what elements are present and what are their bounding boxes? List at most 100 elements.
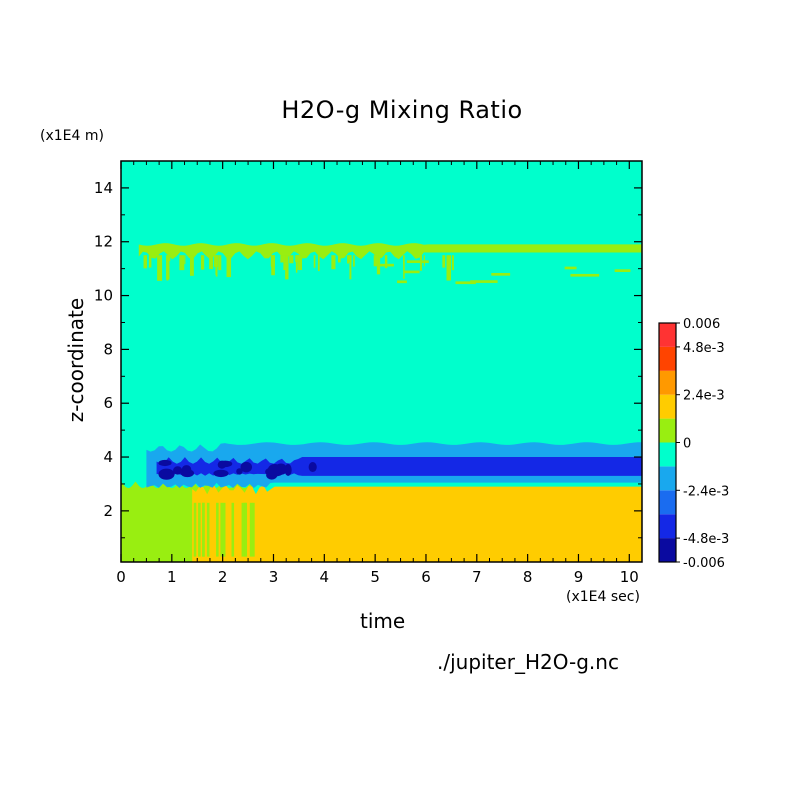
upper-band-drip bbox=[451, 255, 454, 271]
dark-blue-spot bbox=[158, 468, 175, 480]
y-tick-label: 14 bbox=[94, 179, 113, 197]
x-tick-label: 5 bbox=[370, 568, 380, 586]
upper-band-drip bbox=[347, 255, 349, 264]
y-tick-label: 2 bbox=[103, 502, 113, 520]
x-axis-unit: (x1E4 sec) bbox=[566, 589, 640, 605]
y-axis-label: z-coordinate bbox=[64, 297, 88, 423]
y-tick-label: 10 bbox=[94, 287, 113, 305]
x-tick-label: 1 bbox=[167, 568, 177, 586]
upper-band-drip bbox=[297, 255, 302, 271]
upper-band-drip bbox=[190, 255, 194, 276]
dark-blue-spot bbox=[181, 465, 192, 474]
dark-blue-spot bbox=[213, 469, 229, 478]
x-tick-label: 9 bbox=[574, 568, 584, 586]
colorbar-tick-label: -0.006 bbox=[683, 556, 725, 571]
colorbar-swatch bbox=[659, 323, 676, 347]
colorbar-tick-label: 4.8e-3 bbox=[683, 341, 725, 356]
green-streak bbox=[241, 502, 245, 557]
upper-band-drip bbox=[213, 255, 219, 267]
upper-band-drip bbox=[184, 255, 186, 265]
upper-band-streak bbox=[614, 269, 631, 273]
upper-band-streak bbox=[564, 266, 577, 270]
upper-positive-band bbox=[138, 243, 642, 260]
colorbar-swatch bbox=[659, 514, 676, 539]
upper-band-streak bbox=[406, 260, 429, 264]
x-tick-label: 8 bbox=[523, 568, 533, 586]
source-file-label: ./jupiter_H2O-g.nc bbox=[437, 650, 619, 674]
colorbar-swatch bbox=[659, 538, 676, 562]
y-tick-label: 12 bbox=[94, 233, 113, 251]
upper-band-drip bbox=[313, 255, 316, 268]
colorbar-swatch bbox=[659, 346, 676, 371]
upper-band-drip bbox=[143, 255, 147, 269]
y-axis-unit: (x1E4 m) bbox=[40, 128, 104, 144]
x-tick-label: 10 bbox=[620, 568, 639, 586]
green-streak bbox=[252, 502, 255, 557]
upper-band-drip bbox=[353, 255, 355, 267]
green-streak bbox=[198, 502, 201, 557]
chart-title: H2O-g Mixing Ratio bbox=[281, 96, 523, 124]
upper-band-streak bbox=[470, 280, 498, 283]
colorbar-tick-label: 0.006 bbox=[683, 317, 720, 332]
green-streak bbox=[193, 502, 197, 557]
upper-band-streak bbox=[397, 280, 407, 284]
dark-blue-spot bbox=[173, 466, 183, 475]
lower-orange-layer bbox=[192, 485, 642, 562]
y-axis: 2 4 6 8 10 12 14 bbox=[94, 179, 642, 539]
green-streak bbox=[216, 502, 219, 557]
green-streak bbox=[231, 502, 235, 557]
colorbar-swatch bbox=[659, 442, 676, 467]
colorbar-tick-label: -2.4e-3 bbox=[683, 484, 729, 499]
upper-band-drip bbox=[384, 255, 388, 269]
upper-band-drip bbox=[285, 255, 289, 280]
green-streak bbox=[202, 502, 205, 557]
upper-band-streak bbox=[491, 272, 511, 276]
upper-band-drip bbox=[271, 255, 275, 276]
upper-band-drip bbox=[283, 255, 286, 271]
x-tick-label: 2 bbox=[218, 568, 228, 586]
upper-band-drip bbox=[349, 255, 352, 280]
upper-band-drip bbox=[179, 255, 185, 271]
upper-band-drip bbox=[157, 255, 163, 281]
upper-band-streak bbox=[377, 263, 394, 267]
upper-band-streak bbox=[403, 270, 420, 274]
upper-band-drip bbox=[218, 255, 222, 271]
upper-band-drip bbox=[148, 255, 152, 268]
dark-blue-spot bbox=[158, 459, 172, 467]
green-streak bbox=[244, 502, 248, 557]
colorbar-swatch bbox=[659, 394, 676, 419]
colorbar-swatch bbox=[659, 490, 676, 515]
upper-band-drip bbox=[209, 255, 213, 270]
colorbar-swatch bbox=[659, 466, 676, 491]
y-tick-label: 6 bbox=[103, 394, 113, 412]
colorbar-tick-label: 0 bbox=[683, 437, 691, 452]
colorbar-tick-label: 2.4e-3 bbox=[683, 389, 725, 404]
upper-band-drip bbox=[442, 255, 446, 268]
upper-band-drip bbox=[295, 255, 298, 262]
green-streak bbox=[220, 502, 223, 557]
x-axis: 0 1 2 3 4 5 6 7 8 9 10 bbox=[116, 161, 639, 586]
y-tick-label: 4 bbox=[103, 448, 113, 466]
x-axis-label: time bbox=[360, 609, 406, 633]
upper-band-drip bbox=[337, 255, 341, 263]
green-streak bbox=[222, 502, 226, 557]
x-tick-label: 7 bbox=[472, 568, 482, 586]
x-tick-label: 3 bbox=[269, 568, 279, 586]
upper-band-drip bbox=[200, 255, 205, 270]
upper-band-drip bbox=[166, 255, 169, 281]
dark-blue-spot bbox=[236, 468, 243, 475]
upper-band-drip bbox=[280, 255, 286, 263]
upper-band-drip bbox=[289, 255, 294, 264]
green-streak bbox=[249, 502, 253, 557]
dark-blue-spot bbox=[240, 461, 253, 473]
colorbar-swatch bbox=[659, 370, 676, 395]
upper-band-drip bbox=[403, 255, 405, 279]
upper-band-drip bbox=[446, 255, 452, 281]
dark-blue-spot bbox=[308, 461, 317, 473]
upper-band-streak bbox=[455, 281, 476, 285]
dark-blue-spot bbox=[267, 464, 282, 476]
x-tick-label: 0 bbox=[116, 568, 126, 586]
colorbar-tick-label: -4.8e-3 bbox=[683, 532, 729, 547]
colorbar-swatch bbox=[659, 418, 676, 443]
